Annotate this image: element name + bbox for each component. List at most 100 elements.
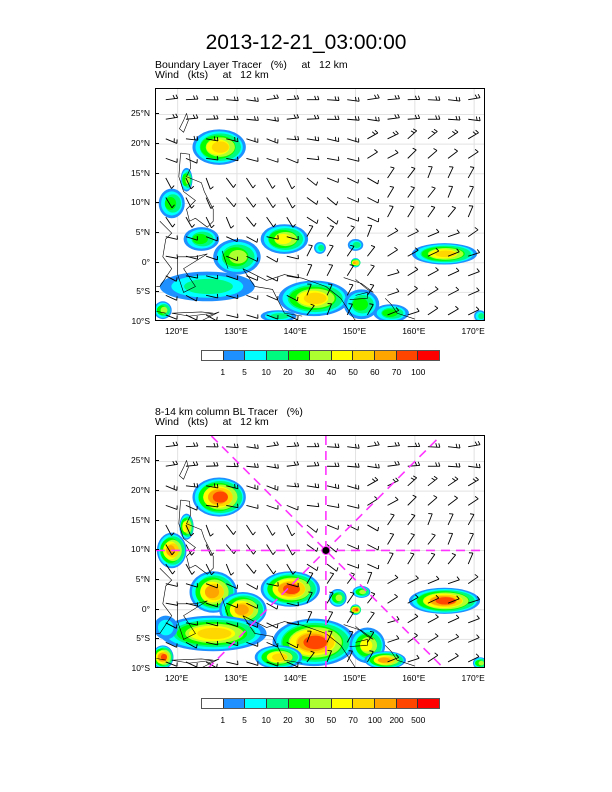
- wind-barb: [266, 582, 279, 587]
- wind-barb: [447, 286, 460, 296]
- tracer-contour: [382, 309, 398, 318]
- wind-barb: [266, 216, 277, 228]
- wind-barb: [165, 314, 178, 320]
- wind-barb: [367, 216, 380, 223]
- tracer-contour: [204, 585, 220, 599]
- coastline: [242, 615, 356, 667]
- colorbar-label: 50: [326, 715, 337, 725]
- wind-barb: [185, 563, 195, 575]
- wind-barb: [427, 115, 441, 120]
- tracer-contour: [435, 597, 456, 605]
- colorbar-label: 20: [283, 715, 293, 725]
- wind-barb: [226, 255, 239, 262]
- coastline: [384, 298, 415, 320]
- wind-barb: [286, 620, 300, 626]
- colorbar-swatch: [353, 351, 376, 360]
- wind-barb: [468, 287, 480, 296]
- wind-barb: [205, 177, 214, 190]
- wind-barb: [246, 97, 259, 102]
- wind-barb: [225, 197, 237, 208]
- wind-barb: [185, 442, 199, 448]
- wind-barb: [427, 228, 440, 238]
- wind-barb: [165, 524, 175, 536]
- coastline: [349, 639, 368, 647]
- wind-barb: [346, 283, 354, 296]
- wind-barb: [246, 137, 259, 143]
- wind-barb: [387, 307, 400, 316]
- wind-barb: [206, 640, 219, 646]
- coastline: [343, 277, 374, 293]
- wind-barb: [266, 622, 279, 629]
- wind-barb: [407, 575, 419, 585]
- wind-barb: [327, 115, 340, 120]
- wind-barb: [246, 116, 259, 121]
- colorbar-swatch: [288, 699, 311, 708]
- wind-barb: [246, 157, 259, 162]
- lat-tick-label: 0°: [141, 256, 150, 267]
- colorbar-label: 1: [220, 367, 226, 377]
- wind-barb: [427, 267, 439, 277]
- tracer-contour: [377, 657, 391, 663]
- wind-barb: [185, 461, 199, 467]
- wind-barb: [387, 268, 400, 277]
- wind-barb: [367, 592, 376, 604]
- wind-barb: [367, 463, 380, 469]
- colorbar-swatch: [202, 699, 224, 708]
- lat-tick: [155, 202, 159, 204]
- storm-guide-line: [210, 436, 444, 667]
- coastline: [156, 658, 166, 661]
- wind-barb: [326, 283, 333, 296]
- wind-barb: [427, 614, 439, 624]
- wind-barb: [306, 572, 314, 584]
- wind-barb: [327, 462, 340, 467]
- wind-barb: [225, 177, 237, 188]
- wind-barb: [225, 524, 237, 535]
- wind-barb: [246, 641, 259, 647]
- wind-barb: [226, 462, 239, 468]
- wind-barb: [165, 661, 178, 667]
- wind-barb: [246, 255, 259, 262]
- wind-barb: [468, 463, 481, 469]
- wind-barb: [205, 274, 219, 280]
- wind-barb: [286, 482, 300, 488]
- colorbar-label: 30: [304, 367, 315, 377]
- wind-barb: [266, 544, 276, 555]
- wind-barb: [226, 483, 239, 490]
- map-panel-boundary-layer-tracer: [155, 88, 485, 321]
- wind-barb: [327, 156, 340, 161]
- wind-barb: [165, 460, 179, 467]
- wind-barb: [367, 129, 379, 140]
- wind-barb: [205, 602, 218, 608]
- lat-tick-label: 10°S: [131, 663, 150, 674]
- lat-tick: [155, 667, 159, 668]
- wind-barb: [185, 135, 199, 141]
- wind-barb: [447, 552, 457, 565]
- wind-barb: [367, 524, 380, 532]
- wind-barb: [226, 96, 239, 102]
- wind-barb: [286, 157, 299, 164]
- wind-barb: [306, 630, 312, 643]
- wind-barb: [427, 305, 439, 316]
- coastline: [178, 499, 214, 575]
- wind-barb: [407, 205, 415, 218]
- wind-barb: [306, 244, 313, 257]
- wind-barb: [387, 477, 399, 487]
- wind-barb: [347, 463, 360, 468]
- colorbar-label: 200: [389, 715, 404, 725]
- wind-barb: [246, 444, 259, 449]
- wind-barb: [306, 114, 320, 120]
- wind-barb: [427, 186, 436, 198]
- wind-barb: [427, 205, 436, 218]
- wind-barb: [407, 128, 417, 140]
- wind-barb: [447, 267, 460, 277]
- wind-barb: [306, 611, 313, 623]
- wind-barb: [246, 197, 257, 208]
- wind-barb: [347, 177, 359, 184]
- wind-barb: [226, 622, 239, 628]
- colorbar-label: 100: [411, 367, 426, 377]
- wind-barb: [467, 495, 479, 506]
- wind-barb: [286, 114, 300, 120]
- lat-tick-label: 5°S: [136, 286, 150, 297]
- colorbar-swatch: [245, 699, 267, 708]
- wind-barb: [468, 596, 481, 604]
